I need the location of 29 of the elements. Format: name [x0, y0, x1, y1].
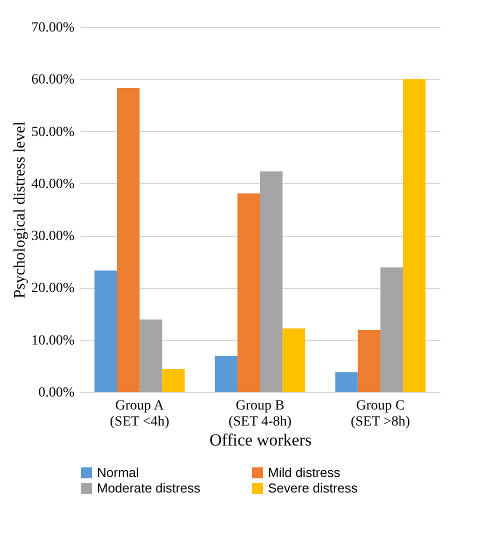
bar	[282, 328, 306, 392]
y-tick-label: 10.00%	[31, 333, 75, 348]
y-tick-label: 60.00%	[31, 72, 75, 88]
legend-label: Severe distress	[268, 480, 358, 496]
x-tick-label: Group A (SET <4h)	[110, 398, 170, 430]
bar	[162, 369, 185, 392]
y-tick-label: 50.00%	[31, 124, 75, 140]
bar	[214, 356, 238, 392]
y-tick-label: 40.00%	[31, 176, 75, 192]
y-tick-label: 30.00%	[31, 229, 75, 244]
legend-label: Mild distress	[268, 464, 341, 480]
bar	[140, 320, 162, 392]
bar	[402, 79, 426, 392]
legend-label: Moderate distress	[97, 480, 201, 496]
legend-label: Normal	[97, 464, 140, 480]
x-axis-title: Office workers	[209, 430, 312, 450]
bar	[380, 267, 403, 392]
bar	[94, 270, 118, 392]
bar	[237, 193, 260, 392]
x-tick-label: Group C (SET >8h)	[350, 398, 410, 430]
y-tick-label: 20.00%	[31, 281, 75, 296]
y-tick-label: 0.00%	[38, 386, 75, 400]
bar	[260, 171, 283, 392]
y-axis-title: Psychological distress level	[11, 121, 28, 298]
y-tick-label: 70.00%	[31, 20, 75, 36]
bar	[358, 330, 380, 392]
bar	[117, 88, 140, 392]
x-tick-label: Group B (SET 4-8h)	[228, 398, 292, 430]
bar	[335, 372, 358, 392]
